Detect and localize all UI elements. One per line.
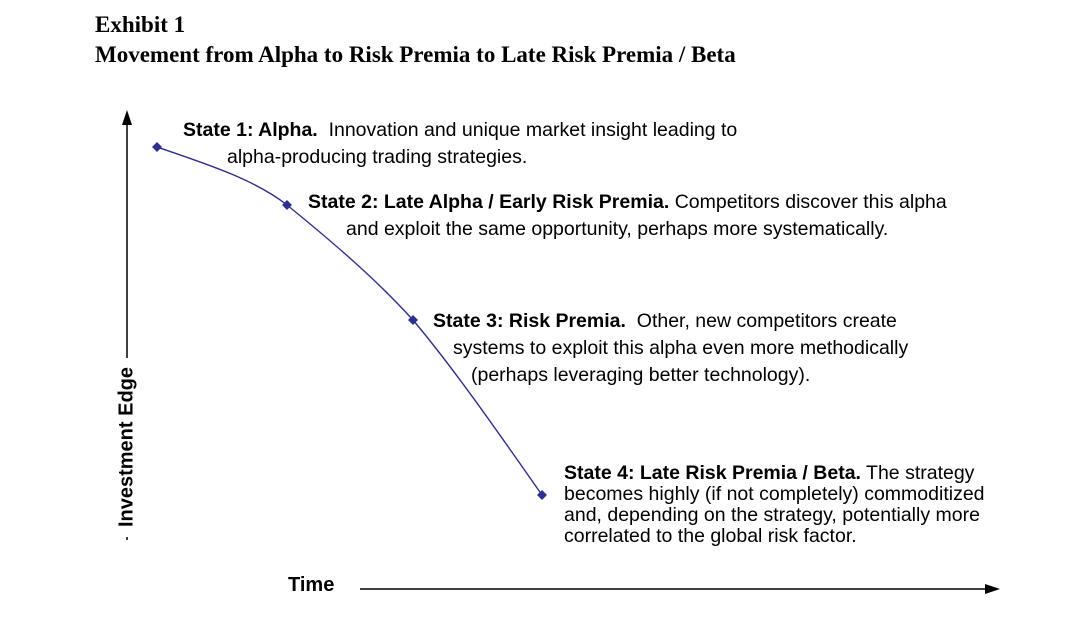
state-1-heading: State 1: Alpha. bbox=[183, 119, 318, 141]
state-4-marker bbox=[537, 490, 547, 500]
exhibit-title: Movement from Alpha to Risk Premia to La… bbox=[95, 42, 736, 67]
state-3-line-1: Other, new competitors create bbox=[636, 310, 897, 332]
state-2-line-1: Competitors discover this alpha bbox=[674, 191, 947, 213]
state-4-heading: State 4: Late Risk Premia / Beta. bbox=[564, 462, 861, 484]
state-3-line-3: (perhaps leveraging better technology). bbox=[471, 364, 811, 386]
state-4-line-1: The strategy bbox=[866, 462, 975, 484]
state-2-heading: State 2: Late Alpha / Early Risk Premia. bbox=[308, 191, 670, 213]
state-3-heading: State 3: Risk Premia. bbox=[433, 310, 626, 332]
state-4-line-4: correlated to the global risk factor. bbox=[564, 525, 857, 547]
x-axis-arrowhead bbox=[985, 584, 1000, 594]
state-1-line-1: Innovation and unique market insight lea… bbox=[328, 119, 738, 141]
state-4-line-2: becomes highly (if not completely) commo… bbox=[564, 483, 985, 505]
state-1-line-2: alpha-producing trading strategies. bbox=[227, 146, 528, 168]
x-axis-label: Time bbox=[288, 574, 335, 596]
exhibit-label: Exhibit 1 bbox=[95, 12, 186, 37]
state-3-description: State 3: Risk Premia. Other, new competi… bbox=[433, 308, 908, 389]
y-axis-label: Investment Edge bbox=[115, 366, 138, 528]
y-axis-arrowhead bbox=[122, 110, 132, 125]
state-1-description: State 1: Alpha. Innovation and unique ma… bbox=[183, 117, 737, 171]
state-3-line-2: systems to exploit this alpha even more … bbox=[453, 337, 909, 359]
state-3-marker bbox=[408, 315, 418, 325]
state-4-description: State 4: Late Risk Premia / Beta. The st… bbox=[564, 463, 985, 547]
state-4-line-3: and, depending on the strategy, potentia… bbox=[564, 504, 980, 526]
state-2-marker bbox=[282, 200, 292, 210]
state-2-description: State 2: Late Alpha / Early Risk Premia.… bbox=[308, 189, 947, 243]
state-1-marker bbox=[152, 142, 162, 152]
state-2-line-2: and exploit the same opportunity, perhap… bbox=[346, 218, 889, 240]
decay-curve bbox=[156, 146, 543, 496]
